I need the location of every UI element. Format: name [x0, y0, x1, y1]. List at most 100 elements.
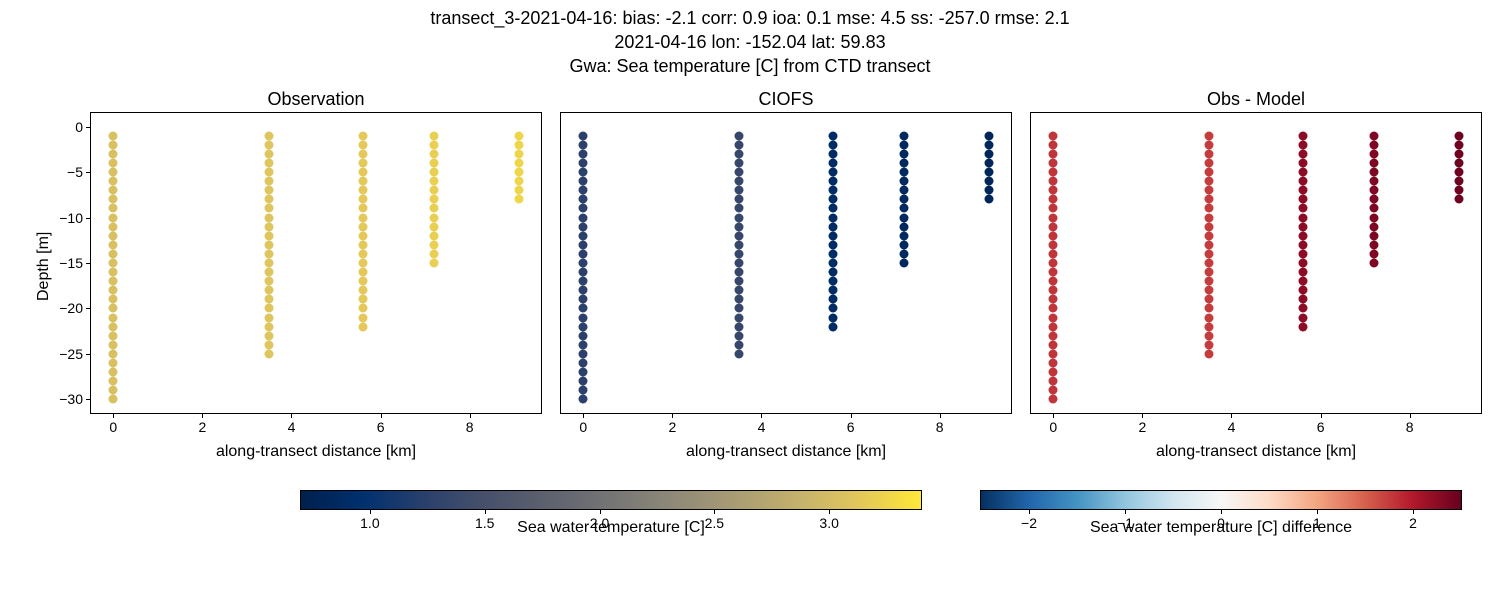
data-point	[735, 295, 744, 304]
data-point	[735, 340, 744, 349]
data-point	[265, 331, 274, 340]
data-point	[1370, 231, 1379, 240]
xtick-label: 8	[1406, 413, 1414, 435]
xtick-label: 2	[668, 413, 676, 435]
data-point	[1049, 268, 1058, 277]
data-point	[1049, 231, 1058, 240]
data-point	[1205, 168, 1214, 177]
data-point	[1049, 140, 1058, 149]
data-point	[109, 368, 118, 377]
data-point	[984, 195, 993, 204]
ytick-label: −25	[59, 346, 91, 362]
data-point	[1049, 313, 1058, 322]
data-point	[358, 240, 367, 249]
data-point	[579, 313, 588, 322]
data-point	[828, 231, 837, 240]
data-point	[265, 268, 274, 277]
data-point	[1205, 331, 1214, 340]
data-point	[828, 159, 837, 168]
data-point	[735, 313, 744, 322]
data-point	[900, 159, 909, 168]
data-point	[1049, 368, 1058, 377]
data-point	[579, 204, 588, 213]
data-point	[109, 186, 118, 195]
data-point	[265, 186, 274, 195]
data-point	[828, 295, 837, 304]
data-point	[828, 213, 837, 222]
data-point	[1454, 186, 1463, 195]
data-point	[579, 295, 588, 304]
panel-ciofs: CIOFS02468along-transect distance [km]	[560, 112, 1012, 414]
data-point	[430, 131, 439, 140]
ytick-label: −5	[67, 164, 91, 180]
data-point	[900, 140, 909, 149]
data-point	[358, 140, 367, 149]
data-point	[109, 268, 118, 277]
data-point	[1298, 222, 1307, 231]
data-point	[514, 159, 523, 168]
data-point	[579, 149, 588, 158]
data-point	[1205, 131, 1214, 140]
data-point	[1454, 131, 1463, 140]
data-point	[430, 222, 439, 231]
data-point	[579, 177, 588, 186]
data-point	[579, 331, 588, 340]
data-point	[900, 168, 909, 177]
data-point	[1205, 259, 1214, 268]
data-point	[735, 322, 744, 331]
data-point	[358, 168, 367, 177]
xtick-label: 6	[847, 413, 855, 435]
data-point	[1298, 304, 1307, 313]
data-point	[430, 186, 439, 195]
data-point	[900, 249, 909, 258]
suptitle-datetime: 2021-04-16 lon: -152.04 lat: 59.83	[0, 32, 1500, 53]
data-point	[900, 186, 909, 195]
xlabel: along-transect distance [km]	[91, 443, 541, 461]
data-point	[1298, 268, 1307, 277]
data-point	[579, 322, 588, 331]
data-point	[109, 340, 118, 349]
panel-observation: Observation0−5−10−15−20−25−30Depth [m]02…	[90, 112, 542, 414]
data-point	[358, 295, 367, 304]
data-point	[1205, 277, 1214, 286]
colorbar-label: Sea water temperature [C] difference	[981, 519, 1461, 537]
data-point	[1205, 140, 1214, 149]
data-point	[514, 140, 523, 149]
data-point	[1370, 222, 1379, 231]
data-point	[430, 140, 439, 149]
xtick-label: 0	[109, 413, 117, 435]
data-point	[828, 313, 837, 322]
data-point	[1205, 177, 1214, 186]
ytick-label: −15	[59, 255, 91, 271]
data-point	[265, 249, 274, 258]
ytick-label: −20	[59, 300, 91, 316]
data-point	[579, 249, 588, 258]
xtick-label: 2	[1138, 413, 1146, 435]
data-point	[1370, 204, 1379, 213]
data-point	[1205, 213, 1214, 222]
data-point	[1454, 140, 1463, 149]
data-point	[579, 368, 588, 377]
data-point	[1205, 159, 1214, 168]
data-point	[579, 159, 588, 168]
data-point	[579, 240, 588, 249]
data-point	[984, 177, 993, 186]
panel-title: CIOFS	[561, 89, 1011, 110]
xtick-label: 8	[936, 413, 944, 435]
data-point	[265, 277, 274, 286]
data-point	[265, 222, 274, 231]
data-point	[1454, 195, 1463, 204]
data-point	[735, 304, 744, 313]
data-point	[1205, 240, 1214, 249]
xtick-label: 4	[1228, 413, 1236, 435]
data-point	[735, 231, 744, 240]
data-point	[109, 304, 118, 313]
xtick-label: 0	[1049, 413, 1057, 435]
data-point	[900, 204, 909, 213]
data-point	[1298, 140, 1307, 149]
data-point	[1205, 349, 1214, 358]
data-point	[579, 395, 588, 404]
data-point	[514, 168, 523, 177]
data-point	[109, 386, 118, 395]
data-point	[358, 131, 367, 140]
